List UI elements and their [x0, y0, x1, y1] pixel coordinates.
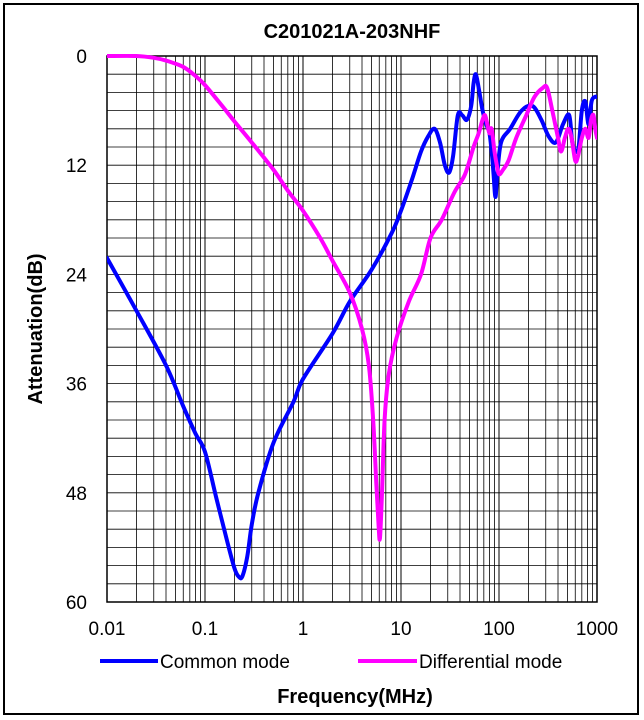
series-line-common-mode	[107, 72, 597, 581]
y-tick-labels: 0 12 24 36 48 60	[66, 47, 88, 614]
x-axis-label: Frequency(MHz)	[277, 686, 433, 708]
x-tick-label: 0.01	[89, 619, 126, 640]
series-line-differential-mode	[107, 54, 597, 542]
chart-title: C201021A-203NHF	[264, 21, 441, 43]
y-tick-label: 24	[66, 265, 88, 286]
y-tick-label: 48	[66, 484, 87, 505]
legend-label-common-mode: Common mode	[160, 652, 290, 673]
x-tick-label: 1	[298, 619, 309, 640]
series-lines	[107, 54, 597, 581]
y-axis-label: Attenuation(dB)	[25, 253, 47, 404]
x-tick-labels: 0.01 0.1 1 10 100 1000	[89, 619, 619, 640]
grid	[106, 55, 597, 603]
chart-frame	[3, 3, 639, 715]
legend-label-differential-mode: Differential mode	[419, 652, 562, 673]
plot-frame	[106, 55, 598, 603]
y-tick-label: 36	[66, 375, 87, 396]
x-tick-label: 1000	[576, 619, 618, 640]
legend: Common mode Differential mode	[100, 652, 562, 673]
y-tick-label: 0	[76, 47, 87, 68]
y-tick-label: 60	[66, 593, 87, 614]
x-tick-label: 100	[483, 619, 515, 640]
x-tick-label: 10	[390, 619, 411, 640]
x-tick-label: 0.1	[192, 619, 218, 640]
y-tick-label: 12	[66, 156, 87, 177]
